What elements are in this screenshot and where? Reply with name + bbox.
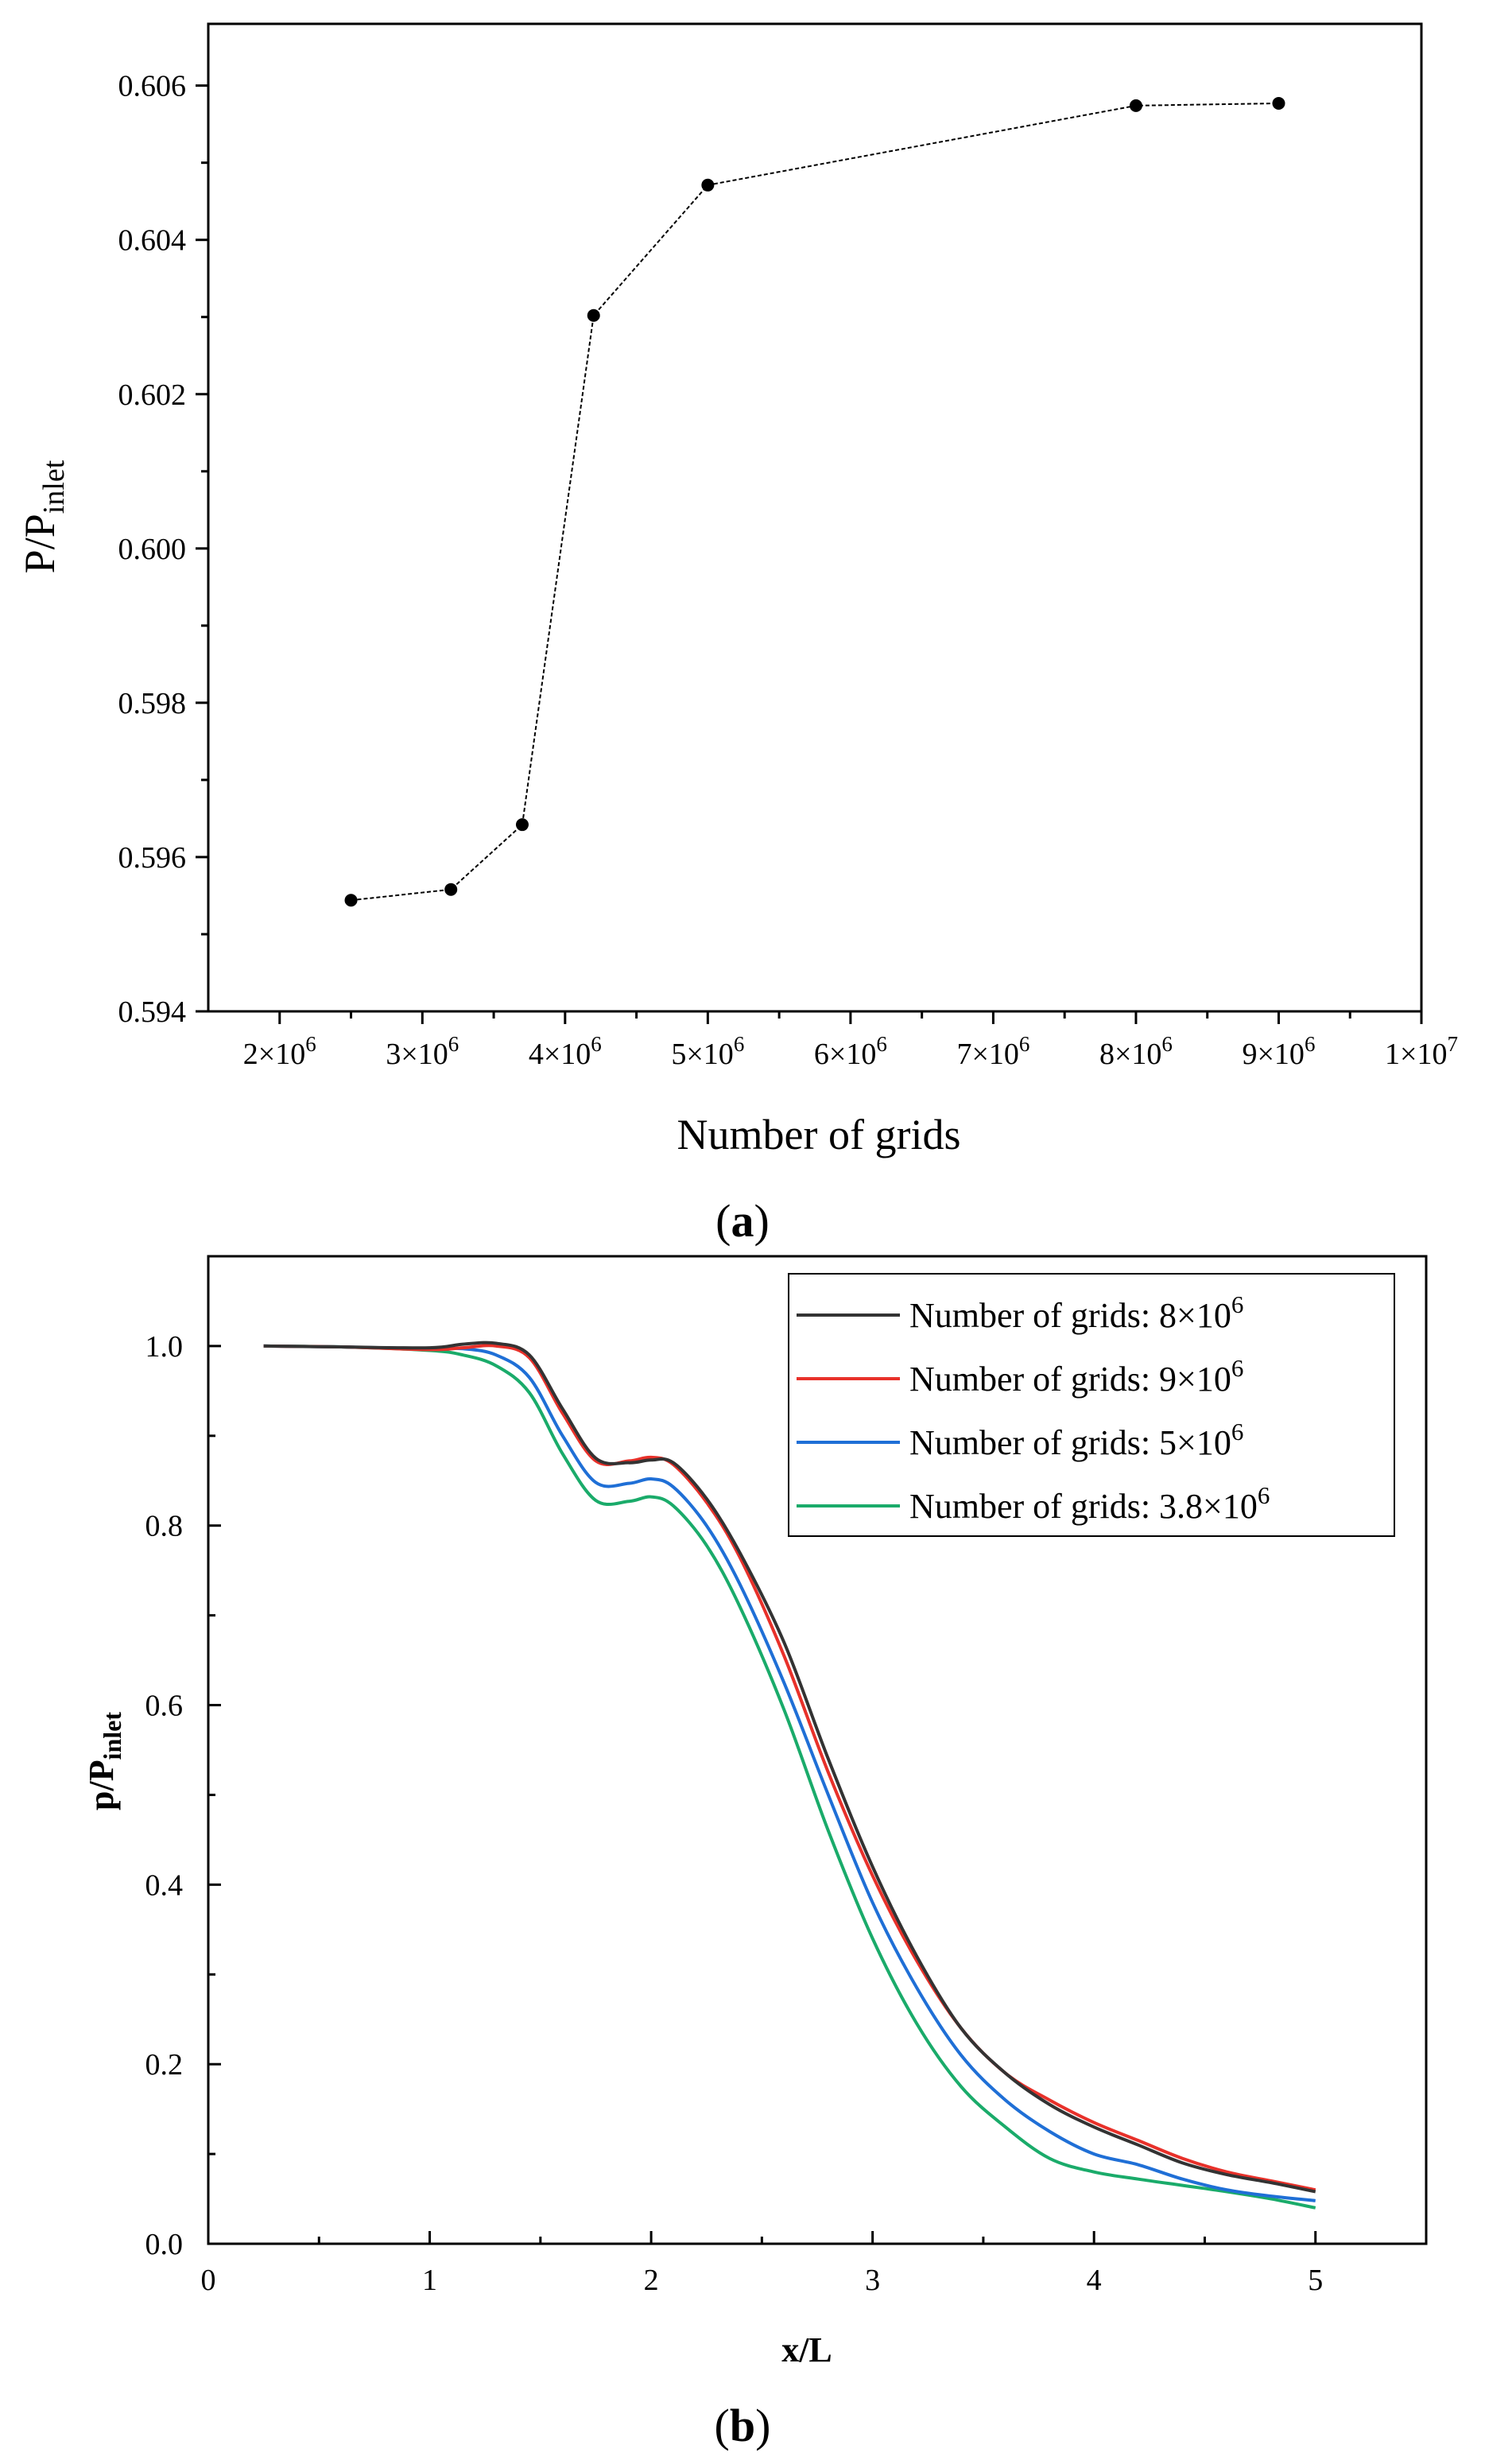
- chart-b-legend-label: Number of grids: 3.8×106: [909, 1481, 1270, 1526]
- chart-a-y-tick-label: 0.604: [118, 224, 187, 258]
- chart-b: 0 1 2 3 4 5 0.0 0.2 0.4 0.6 0.8 1.0 p/Pinlet x/L (b…: [82, 1255, 1428, 2451]
- chart-a-data-point: [444, 883, 458, 896]
- chart-b-x-tick-label: 5: [1308, 2264, 1323, 2297]
- chart-a-x-tick-label: 6×106: [814, 1032, 887, 1071]
- chart-b-y-label: p/Pinlet: [82, 1712, 126, 1810]
- chart-b-legend-label: Number of grids: 5×106: [909, 1418, 1243, 1462]
- chart-b-x-tick-label: 1: [422, 2264, 437, 2297]
- chart-b-x-tick-label: 4: [1087, 2264, 1102, 2297]
- chart-a-data-point: [344, 894, 358, 907]
- chart-b-y-tick-label: 0.4: [145, 1868, 184, 1902]
- chart-b-series-line: [263, 1341, 1316, 2194]
- chart-b-y-tick-label: 0.8: [145, 1510, 184, 1543]
- chart-b-series-line: [263, 1344, 1316, 2210]
- chart-b-legend-label: Number of grids: 9×106: [909, 1354, 1243, 1399]
- chart-b-y-tick-label: 1.0: [145, 1330, 184, 1364]
- chart-a-x-label: Number of grids: [677, 1111, 961, 1158]
- chart-b-x-tick-label: 3: [865, 2264, 880, 2297]
- chart-a-y-tick-label: 0.602: [118, 378, 187, 412]
- chart-a-x-tick-label: 1×107: [1385, 1032, 1458, 1071]
- chart-b-y-tick-label: 0.0: [145, 2228, 184, 2261]
- chart-a-data-point: [701, 178, 715, 192]
- chart-a-x-tick-label: 5×106: [671, 1032, 744, 1071]
- chart-a-panel-caption: (a): [715, 1195, 770, 1247]
- chart-a-series-line: [351, 102, 1279, 902]
- chart-b-series-line: [263, 1344, 1316, 2192]
- chart-b-x-tick-label: 0: [201, 2264, 216, 2297]
- chart-b-legend: Number of grids: 8×106 Number of grids: 9…: [788, 1273, 1395, 1537]
- chart-b-y-tick-label: 0.2: [145, 2048, 184, 2082]
- chart-a-data-point: [1272, 96, 1285, 110]
- chart-a-x-tick-label: 2×106: [243, 1032, 316, 1071]
- chart-a-x-tick-label: 7×106: [956, 1032, 1029, 1071]
- chart-a-x-tick-label: 9×106: [1243, 1032, 1316, 1071]
- chart-a-frame: [207, 22, 1423, 1013]
- chart-a-x-tick-label: 4×106: [529, 1032, 602, 1071]
- chart-a-y-tick-label: 0.600: [118, 533, 187, 566]
- chart-b-legend-label: Number of grids: 8×106: [909, 1290, 1243, 1335]
- chart-a-data-point: [587, 308, 600, 322]
- chart-b-y-tick-label: 0.6: [145, 1690, 184, 1723]
- chart-a-data-point: [1129, 99, 1142, 112]
- chart-a-x-tick-label: 8×106: [1099, 1032, 1173, 1071]
- chart-a-y-tick-label: 0.598: [118, 687, 187, 720]
- chart-b-x-label: x/L: [781, 2330, 832, 2369]
- chart-b-frame: [207, 1255, 1428, 2245]
- chart-b-panel-caption: (b): [715, 2400, 771, 2451]
- chart-b-legend-box: [788, 1273, 1395, 1537]
- chart-b-x-tick-label: 2: [644, 2264, 659, 2297]
- chart-a-y-tick-label: 0.594: [118, 995, 187, 1029]
- chart-b-series-line: [263, 1344, 1316, 2202]
- chart-a-x-tick-label: 3×106: [386, 1032, 459, 1071]
- chart-a-y-tick-label: 0.606: [118, 70, 187, 103]
- chart-a-data-point: [515, 818, 529, 832]
- chart-a: 2×106 3×106 4×106 5×106 6×106 7×106 8×106 9×106…: [16, 22, 1458, 1247]
- chart-a-y-label: P/Pinlet: [16, 460, 71, 573]
- chart-a-y-tick-label: 0.596: [118, 841, 187, 875]
